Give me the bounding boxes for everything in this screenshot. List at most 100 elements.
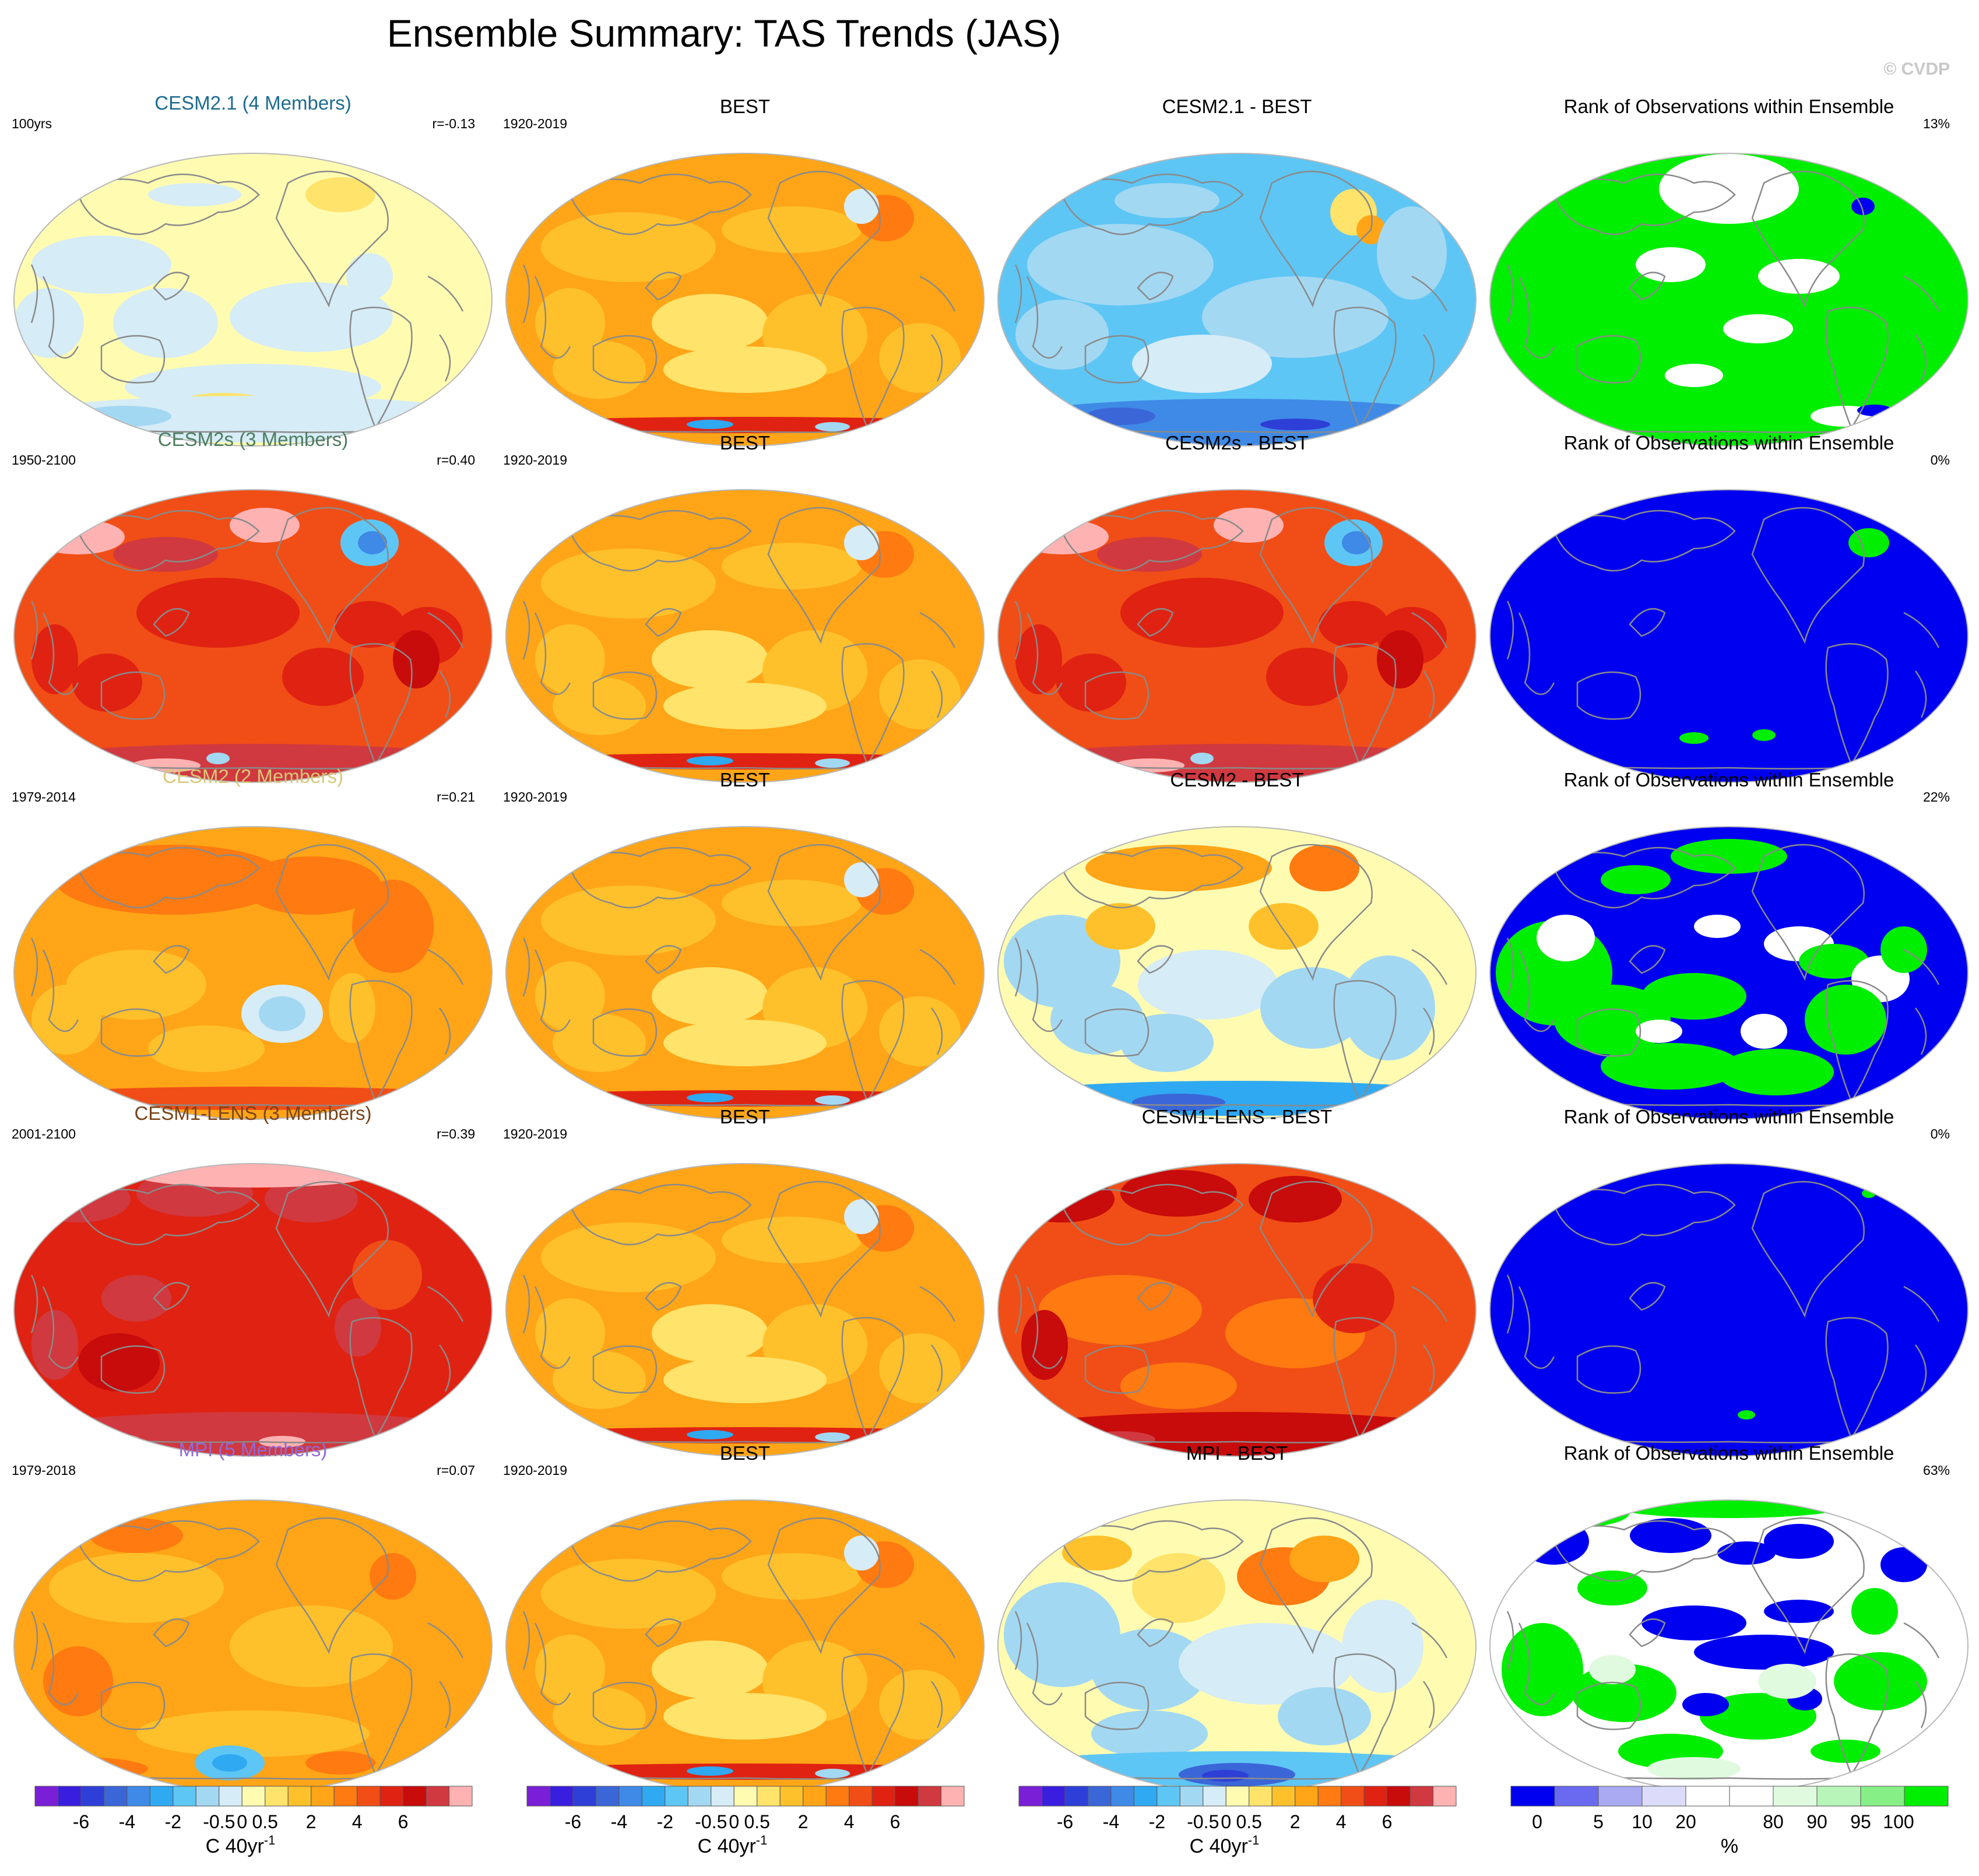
colorbar-swatch <box>265 1786 289 1807</box>
colorbar-swatch <box>687 1786 712 1807</box>
map-contour-region <box>815 422 850 431</box>
panel-row: MPI (5 Members) 1979-2018 r=0.07 BEST 1920-2… <box>12 1439 1969 1793</box>
map-contour-region <box>26 1176 131 1222</box>
colorbar-swatch <box>80 1786 104 1807</box>
colorbar-swatch <box>1133 1786 1158 1807</box>
panel-row: CESM1-LENS (3 Members) 2001-2100 r=0.39 BES… <box>12 1102 1969 1457</box>
map-contour-region <box>1260 967 1365 1049</box>
colorbar-tick-label: 0 <box>1532 1811 1542 1832</box>
rank-panel-title: Rank of Observations within Ensemble <box>1564 96 1894 117</box>
map-contour-region <box>1502 1623 1583 1716</box>
map-contour-region <box>1120 1362 1237 1409</box>
obs-period-label: 1920-2019 <box>503 116 567 131</box>
map-contour-region <box>722 206 862 253</box>
map-contour-region <box>335 1298 381 1357</box>
colorbar-swatch <box>641 1786 666 1807</box>
map-contour-region <box>535 1298 605 1368</box>
map-contour-region <box>1665 364 1723 387</box>
map-contour-region <box>1202 1770 1249 1782</box>
map-contour-region <box>541 549 716 619</box>
map-contour-region <box>879 659 961 729</box>
obs-panel-title: BEST <box>720 1442 770 1464</box>
map-contour-region <box>1377 206 1447 300</box>
colorbar-swatch <box>1641 1786 1686 1807</box>
map-outline <box>13 826 493 1120</box>
map-contour-region <box>78 1333 160 1392</box>
map-contour-region <box>1717 1049 1834 1095</box>
obs-period-label: 1920-2019 <box>503 1463 567 1478</box>
map-outline <box>997 1163 1477 1457</box>
obs-trend-map <box>505 826 985 1120</box>
map-contour-region <box>663 1357 827 1403</box>
map-contour-region <box>55 845 288 915</box>
colorbar-tick-label: 100 <box>1883 1811 1914 1832</box>
map-contour-region <box>1027 224 1214 305</box>
model-colorbar: -6 -4 -2 -0.5 0 0.5 2 4 6 C 40yr-1 <box>34 1786 473 1857</box>
model-trend-map <box>13 1499 493 1793</box>
map-contour-region <box>1723 314 1793 343</box>
map-contour-region <box>259 996 305 1031</box>
colorbar-swatch <box>34 1786 58 1807</box>
colorbar-swatch <box>895 1786 919 1807</box>
map-contour-region <box>1085 407 1155 425</box>
map-contour-region <box>1015 300 1109 370</box>
colorbar-units-label: C 40yr-1 <box>1190 1833 1260 1857</box>
map-background-fill <box>1490 490 1968 782</box>
map-contour-region <box>1062 1536 1132 1571</box>
map-outline <box>1489 489 1969 783</box>
map-contour-region <box>1319 601 1389 648</box>
map-contour-region <box>1805 985 1886 1055</box>
map-outline <box>13 489 493 783</box>
map-contour-region <box>652 1304 768 1362</box>
map-contour-region <box>1738 1410 1755 1420</box>
colorbar-tick-label: 6 <box>398 1811 409 1832</box>
obs-trend-map <box>505 1163 985 1457</box>
obs-period-label: 1920-2019 <box>503 452 567 468</box>
colorbar-swatch <box>1087 1786 1112 1807</box>
model-period-label: 1979-2014 <box>12 789 76 804</box>
colorbar-tick-label: 0 <box>237 1811 247 1832</box>
colorbar-swatch <box>1510 1786 1555 1807</box>
colorbar-swatch <box>403 1786 427 1807</box>
map-contour-region <box>1636 1020 1682 1043</box>
difference-trend-map <box>997 153 1477 447</box>
map-contour-region <box>1266 648 1348 706</box>
map-contour-region <box>1132 1094 1225 1111</box>
map-contour-region <box>206 753 230 764</box>
map-contour-region <box>1120 1014 1214 1072</box>
colorbar-swatch <box>871 1786 896 1807</box>
map-contour-region <box>1537 915 1595 961</box>
difference-panel-title: CESM2.1 - BEST <box>1162 96 1312 117</box>
map-contour-region <box>1202 276 1389 358</box>
model-panel-title: CESM2s (3 Members) <box>158 428 348 450</box>
colorbar-swatch <box>1598 1786 1643 1807</box>
colorbar-swatch <box>1341 1786 1365 1807</box>
rank-colorbar: 0 5 10 20 80 90 95 100% <box>1510 1786 1949 1857</box>
colorbar-swatch <box>1387 1786 1411 1807</box>
map-contour-region <box>335 601 405 648</box>
colorbar-swatch <box>357 1786 381 1807</box>
rank-panel-title: Rank of Observations within Ensemble <box>1564 769 1894 791</box>
colorbar-tick-label: 90 <box>1806 1811 1827 1832</box>
map-contour-region <box>1249 903 1319 950</box>
colorbar-tick-label: -0.5 <box>695 1811 727 1832</box>
colorbar-tick-label: 4 <box>1336 1811 1347 1832</box>
map-outline <box>505 153 985 447</box>
obs-trend-map <box>505 1499 985 1793</box>
colorbar-swatch <box>241 1786 266 1807</box>
map-contour-region <box>1342 531 1371 554</box>
obs-panel-title: BEST <box>720 769 770 791</box>
colorbar-tick-label: -4 <box>119 1811 135 1832</box>
colorbar-tick-label: 5 <box>1593 1811 1604 1832</box>
map-contour-region <box>1630 1518 1711 1553</box>
figure-title: Ensemble Summary: TAS Trends (JAS) <box>387 12 1061 55</box>
colorbar-tick-label: 0 <box>729 1811 739 1832</box>
map-contour-region <box>844 1199 879 1234</box>
map-contour-region <box>1895 164 1913 178</box>
obs-panel-title: BEST <box>720 432 770 454</box>
colorbar-tick-label: -4 <box>611 1811 627 1832</box>
obs-trend-map <box>505 153 985 447</box>
map-contour-region <box>1741 1014 1787 1049</box>
colorbar-swatch <box>1064 1786 1088 1807</box>
cvdp-watermark: © CVDP <box>1883 59 1950 79</box>
